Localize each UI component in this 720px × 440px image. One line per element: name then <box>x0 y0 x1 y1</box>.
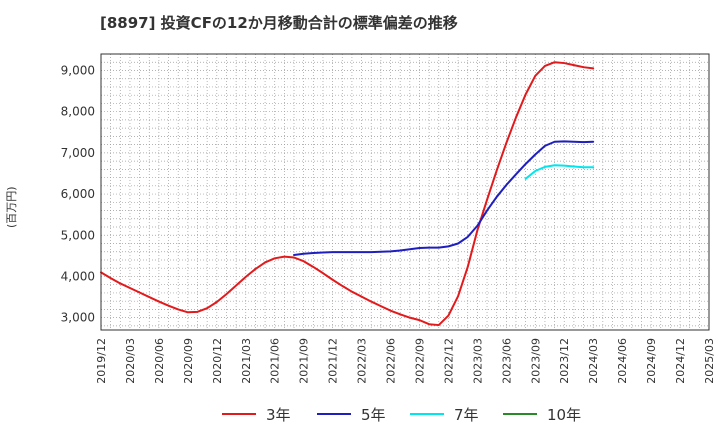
legend-label: 10年 <box>547 405 582 424</box>
legend-label: 5年 <box>361 405 386 424</box>
legend-item: 10年 <box>503 403 581 425</box>
series-line-5年 <box>293 140 595 257</box>
y-tick-label: 4,000 <box>61 269 95 283</box>
x-tick-label: 2023/06 <box>500 338 513 384</box>
x-tick-label: 2023/12 <box>558 338 571 384</box>
x-tick-label: 2021/12 <box>327 338 340 384</box>
x-tick-label: 2019/12 <box>95 338 108 384</box>
x-tick-label: 2023/09 <box>529 338 542 384</box>
x-tick-label: 2022/09 <box>413 338 426 384</box>
legend-swatch <box>317 413 351 415</box>
y-tick-label: 9,000 <box>61 63 95 77</box>
x-tick-label: 2023/03 <box>471 338 484 384</box>
legend-swatch <box>222 413 256 415</box>
x-tick-label: 2022/12 <box>442 338 455 384</box>
x-tick-label: 2021/03 <box>240 338 253 384</box>
legend-item: 3年 <box>222 403 291 425</box>
x-tick-label: 2022/03 <box>356 338 369 384</box>
y-tick-label: 3,000 <box>61 311 95 325</box>
x-tick-label: 2020/03 <box>124 338 137 384</box>
y-tick-label: 8,000 <box>61 105 95 119</box>
legend-swatch <box>410 413 444 415</box>
x-tick-label: 2020/09 <box>182 338 195 384</box>
legend-item: 5年 <box>317 403 386 425</box>
x-tick-label: 2024/12 <box>674 338 687 384</box>
plot-frame <box>100 53 710 331</box>
y-tick-label: 7,000 <box>61 146 95 160</box>
legend-label: 7年 <box>454 405 479 424</box>
x-tick-label: 2025/03 <box>703 338 716 384</box>
legend-swatch <box>503 413 537 415</box>
legend-label: 3年 <box>266 405 291 424</box>
x-tick-label: 2022/06 <box>385 338 398 384</box>
chart-title: [8897] 投資CFの12か月移動合計の標準偏差の推移 <box>100 14 458 32</box>
x-tick-label: 2021/06 <box>269 338 282 384</box>
x-tick-label: 2020/06 <box>153 338 166 384</box>
y-tick-label: 6,000 <box>61 187 95 201</box>
series-line-3年 <box>100 61 595 327</box>
series-line-7年 <box>524 164 595 180</box>
legend: 3年 5年 7年 10年 <box>0 403 720 425</box>
x-tick-label: 2021/09 <box>298 338 311 384</box>
x-tick-label: 2024/09 <box>645 338 658 384</box>
x-tick-label: 2024/03 <box>587 338 600 384</box>
y-tick-label: 5,000 <box>61 228 95 242</box>
x-tick-label: 2020/12 <box>211 338 224 384</box>
x-tick-label: 2024/06 <box>616 338 629 384</box>
legend-item: 7年 <box>410 403 479 425</box>
